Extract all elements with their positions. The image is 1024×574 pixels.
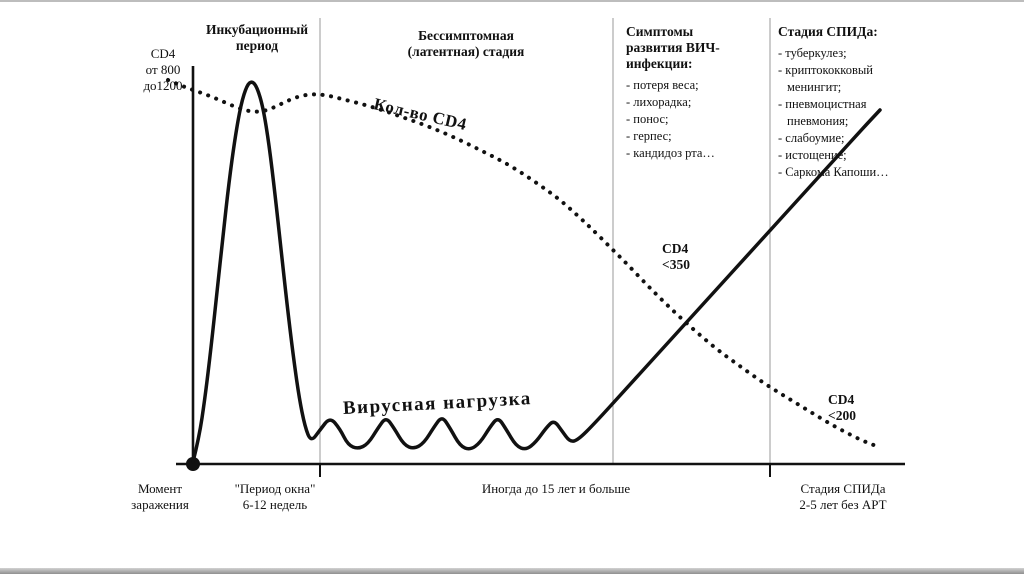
timeline-label-latent-duration: Иногда до 15 лет и больше — [425, 481, 687, 497]
aids-condition-item: - криптококковый менингит; — [778, 63, 873, 94]
stage-title-line: развития ВИЧ- — [626, 40, 720, 55]
symptom-item: - понос; — [626, 112, 669, 126]
y-axis-label: CD4 от 800 до1200 — [134, 46, 192, 94]
symptoms-list: - потеря веса; - лихорадка; - понос; - г… — [626, 77, 756, 162]
stage-header-symptoms: Симптомы развития ВИЧ- инфекции: - потер… — [626, 24, 756, 162]
symptom-item: - лихорадка; — [626, 95, 692, 109]
aids-condition-item: - пневмоцистная пневмония; — [778, 97, 867, 128]
stage-title-line: Инкубационный — [205, 22, 309, 37]
timeline-label-aids-duration: Стадия СПИДа 2-5 лет без АРТ — [772, 481, 914, 513]
stage-title-line: период — [235, 38, 279, 53]
timeline-line: 2-5 лет без АРТ — [799, 497, 887, 512]
stage-header-incubation: Инкубационный период — [196, 22, 318, 54]
symptom-item: - потеря веса; — [626, 78, 699, 92]
stage-title: Бессимптомная (латентная) стадия — [391, 28, 541, 60]
stage-title-line: Стадия СПИДа: — [778, 24, 878, 39]
frame-edge-bottom — [0, 568, 1024, 574]
timeline-line: Стадия СПИДа — [800, 481, 886, 496]
cd4-count-curve — [166, 78, 881, 449]
y-axis-label-line: от 800 — [145, 62, 181, 77]
stage-title: Стадия СПИДа: — [778, 24, 908, 40]
symptom-item: - герпес; — [626, 129, 672, 143]
timeline-line: Момент — [137, 481, 183, 496]
aids-conditions-list: - туберкулез; - криптококковый менингит;… — [778, 45, 908, 181]
aids-condition-item: - Саркома Капоши… — [778, 165, 889, 179]
annotation-line: <350 — [662, 257, 690, 272]
annotation-line: <200 — [828, 408, 856, 423]
stage-header-latent: Бессимптомная (латентная) стадия — [391, 28, 541, 60]
timeline-line: 6-12 недель — [242, 497, 308, 512]
y-axis-label-line: CD4 — [150, 46, 176, 61]
aids-condition-item: - слабоумие; — [778, 131, 845, 145]
stage-title-line: инфекции: — [626, 56, 693, 71]
stage-title-line: Симптомы — [626, 24, 694, 39]
timeline-line: заражения — [131, 497, 189, 512]
stage-title: Симптомы развития ВИЧ- инфекции: — [626, 24, 756, 72]
annotation-line: CD4 — [662, 241, 689, 256]
stage-title-line: Бессимптомная — [418, 28, 514, 43]
stage-title-line: (латентная) стадия — [407, 44, 525, 59]
annotation-line: CD4 — [828, 392, 855, 407]
frame-edge-top — [0, 0, 1024, 2]
cd4-200-annotation: CD4 <200 — [828, 392, 856, 424]
aids-condition-item: - туберкулез; — [778, 46, 847, 60]
stage-title: Инкубационный период — [196, 22, 318, 54]
timeline-label-infection-moment: Момент заражения — [114, 481, 206, 513]
aids-condition-item: - истощение; — [778, 148, 847, 162]
timeline-line: "Период окна" — [234, 481, 316, 496]
stage-header-aids: Стадия СПИДа: - туберкулез; - криптококк… — [778, 24, 908, 181]
cd4-350-annotation: CD4 <350 — [662, 241, 690, 273]
timeline-line: Иногда до 15 лет и больше — [481, 481, 631, 496]
symptom-item: - кандидоз рта… — [626, 146, 715, 160]
y-axis-label-line: до1200 — [143, 78, 183, 93]
infection-moment-dot — [186, 457, 200, 471]
timeline-label-window-period: "Период окна" 6-12 недель — [212, 481, 338, 513]
viral-load-curve — [191, 80, 882, 464]
